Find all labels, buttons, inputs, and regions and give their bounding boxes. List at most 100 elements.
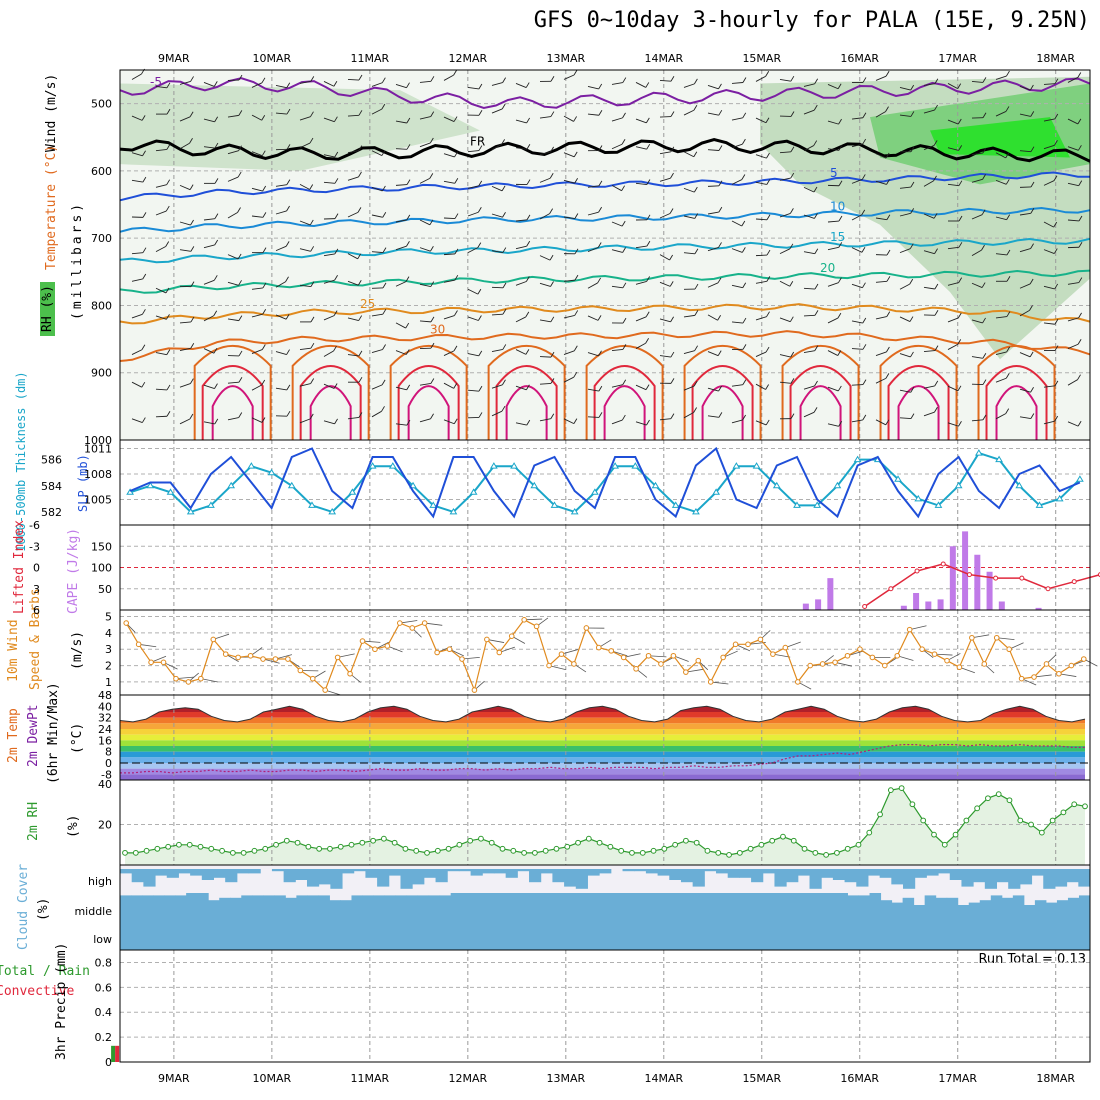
wind-barb bbox=[587, 282, 598, 289]
wind-barb-flag bbox=[262, 282, 267, 289]
cloud-high-bar bbox=[856, 869, 869, 887]
wind-barb bbox=[923, 83, 935, 86]
rh2m-point bbox=[704, 847, 711, 854]
wind-barb-flag bbox=[1078, 215, 1083, 222]
wind-barb bbox=[1019, 150, 1031, 153]
wind-barb-flag bbox=[141, 417, 146, 423]
wind-barb-flag bbox=[862, 77, 867, 83]
wind-barb-flag bbox=[142, 309, 146, 315]
wind-barb-flag bbox=[214, 239, 219, 246]
cloud-high-bar bbox=[283, 869, 296, 883]
wind-barb bbox=[227, 281, 239, 286]
slp-tick: 1008 bbox=[84, 468, 112, 481]
cloud-high-bar bbox=[645, 869, 659, 874]
wind-barb-flag bbox=[910, 387, 915, 393]
li-point bbox=[862, 603, 868, 609]
surface-heat-contour bbox=[193, 344, 272, 440]
li-line bbox=[864, 563, 1100, 608]
rh2m-point bbox=[283, 837, 290, 844]
wind-barb-flag bbox=[526, 117, 531, 124]
wind-barb-flag bbox=[430, 281, 435, 287]
wind-barb bbox=[371, 186, 383, 192]
wind-barb-flag bbox=[526, 384, 530, 390]
wind-barb-flag bbox=[310, 378, 315, 384]
precip-total-label: Total / Rain bbox=[0, 964, 90, 979]
wind-barb-flag bbox=[310, 76, 315, 82]
wind-barb-flag bbox=[886, 179, 890, 185]
wind-barb-flag bbox=[982, 317, 986, 324]
cloud-middle-bar bbox=[671, 893, 683, 917]
surface-heat-contour bbox=[985, 365, 1048, 440]
thickness-point bbox=[469, 488, 478, 495]
surface-heat-contour bbox=[879, 344, 958, 440]
wind10m-point bbox=[135, 641, 142, 648]
wind-barb bbox=[827, 148, 839, 151]
rh2m-point bbox=[122, 849, 128, 856]
temp-contour-FR bbox=[119, 138, 1091, 163]
cloud-high-bar bbox=[599, 869, 612, 874]
surface-heat-contour bbox=[977, 344, 1056, 440]
surface-heat-contour bbox=[593, 365, 656, 440]
top-date-label: 13MAR bbox=[546, 52, 585, 65]
rh2m-point bbox=[887, 787, 894, 794]
wind-barb-flag bbox=[862, 112, 867, 118]
li-tick: -6 bbox=[29, 519, 40, 532]
wind-barb bbox=[779, 212, 791, 218]
wind-barb-flag bbox=[694, 248, 699, 255]
wind-barb-flag bbox=[1054, 415, 1059, 422]
wind-barb-flag bbox=[406, 419, 411, 426]
thickness-point bbox=[692, 507, 700, 515]
wind-barb-flag bbox=[1030, 243, 1034, 249]
cloud-middle-bar bbox=[638, 893, 650, 917]
thickness-point bbox=[166, 488, 175, 495]
wind-barb bbox=[203, 118, 215, 123]
rh2m-point bbox=[952, 831, 959, 838]
rh2m-point bbox=[510, 847, 517, 854]
li-tick: 0 bbox=[33, 562, 40, 575]
rh2m-point bbox=[639, 849, 646, 856]
wind-barb-flag bbox=[357, 279, 362, 286]
wind-barb bbox=[707, 246, 719, 252]
wind-barb-flag bbox=[213, 347, 218, 354]
wind-barb-flag bbox=[621, 139, 626, 145]
cloud-middle-bar bbox=[472, 893, 485, 917]
wind-barb bbox=[227, 254, 239, 260]
wind-barb bbox=[995, 413, 1006, 420]
wind-barb-flag bbox=[310, 111, 314, 117]
wind-barb bbox=[443, 419, 455, 425]
wind-barb-flag bbox=[910, 413, 915, 419]
wind-barb bbox=[899, 316, 911, 322]
wind-barb-flag bbox=[790, 413, 795, 419]
wind-barb-flag bbox=[742, 112, 747, 119]
wind-barb bbox=[347, 280, 359, 286]
wind-barb-flag bbox=[622, 247, 627, 253]
wind-barb bbox=[251, 287, 263, 290]
wind-barb bbox=[395, 350, 407, 355]
cloud-high-bar bbox=[458, 869, 472, 872]
temp-contour-25 bbox=[119, 303, 1091, 325]
wind10m-barb bbox=[362, 640, 381, 643]
wind-barb bbox=[1019, 283, 1031, 289]
wind-barb-flag bbox=[502, 211, 506, 218]
wind-barb-flag bbox=[742, 282, 747, 288]
cloud-middle-bar bbox=[891, 902, 904, 917]
wind-barb-flag bbox=[646, 143, 651, 150]
wind-barb bbox=[995, 316, 1007, 319]
bottom-date-label: 16MAR bbox=[840, 1072, 879, 1085]
wind-barb bbox=[323, 117, 335, 123]
wind-barb bbox=[251, 151, 263, 157]
wind-barb bbox=[419, 116, 431, 120]
wind-barb-flag bbox=[213, 81, 218, 87]
wind-barb-flag bbox=[718, 109, 723, 116]
surface-heat-contour bbox=[211, 385, 254, 440]
wind10m-point bbox=[1080, 656, 1087, 662]
wind-barb bbox=[635, 146, 647, 150]
thickness-point bbox=[974, 449, 983, 456]
wind10m-point bbox=[322, 687, 328, 693]
wind-barb bbox=[491, 349, 503, 352]
rh2m-point bbox=[758, 841, 765, 848]
rh2m-point bbox=[273, 841, 279, 848]
rh2m-point bbox=[941, 841, 948, 848]
cloud-high-bar bbox=[680, 869, 694, 883]
rh2m-point bbox=[521, 849, 528, 856]
